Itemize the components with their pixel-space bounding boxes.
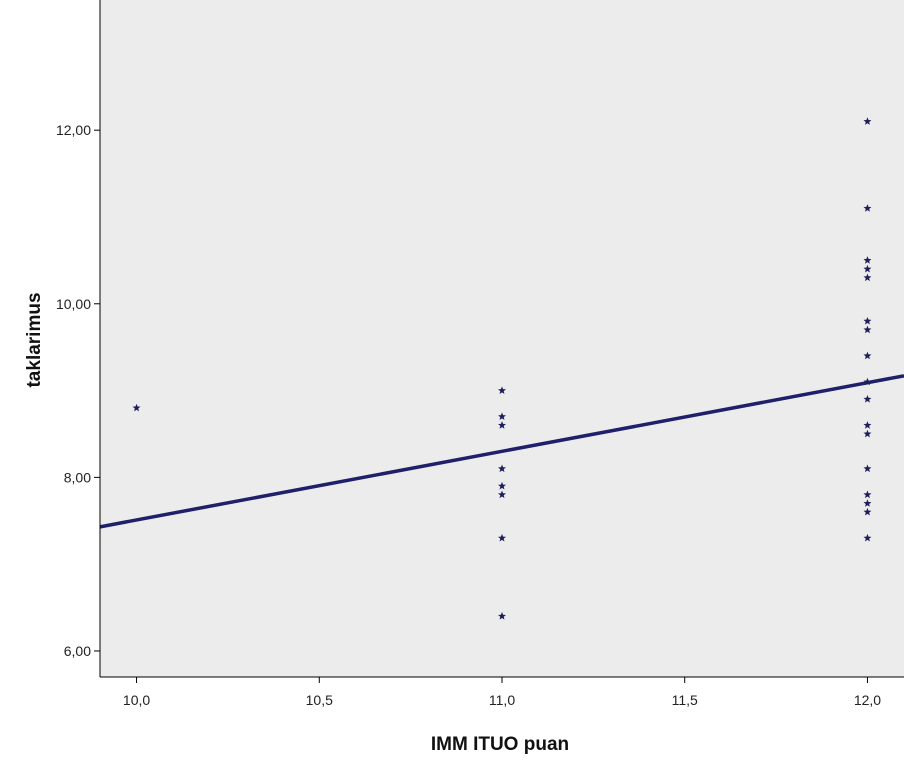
data-point-star <box>863 264 872 273</box>
y-tick-label: 12,00 <box>56 122 91 138</box>
data-point-star <box>498 481 506 490</box>
data-point-star <box>863 464 872 473</box>
data-point-star <box>863 256 872 264</box>
data-point-star <box>863 429 872 438</box>
data-point-star <box>863 421 872 429</box>
data-point-star <box>498 464 506 473</box>
data-point-star <box>498 612 506 620</box>
x-axis-ticks: 10,0 10,5 11,0 11,5 12,0 <box>123 677 881 708</box>
data-point-star <box>498 386 506 394</box>
plot-area <box>100 0 904 677</box>
y-tick-label: 10,00 <box>56 296 91 312</box>
data-point-star <box>863 117 872 125</box>
y-tick-label: 6,00 <box>64 643 91 659</box>
data-point-star <box>498 421 506 429</box>
data-point-star <box>498 533 506 542</box>
data-point-star <box>863 273 872 282</box>
data-points-layer <box>132 117 872 620</box>
data-point-star <box>863 351 872 360</box>
data-point-star <box>863 533 872 542</box>
data-point-star <box>132 403 141 412</box>
data-point-star <box>863 490 872 499</box>
x-axis-title: IMM ITUO puan <box>431 734 569 755</box>
data-point-star <box>863 507 872 516</box>
data-point-star <box>863 395 872 403</box>
data-point-star <box>498 412 506 421</box>
y-axis-title: taklarimus <box>24 292 45 387</box>
y-axis-ticks: 6,00 8,00 10,00 12,00 <box>56 122 100 659</box>
data-point-star <box>863 316 872 325</box>
data-point-star <box>863 325 872 334</box>
y-tick-label: 8,00 <box>64 469 91 485</box>
data-point-star <box>863 499 872 507</box>
x-tick-label: 10,0 <box>123 692 150 708</box>
data-point-star <box>863 377 872 386</box>
x-tick-label: 11,0 <box>489 692 515 708</box>
data-point-star <box>863 204 872 212</box>
x-tick-label: 11,5 <box>672 692 698 708</box>
x-tick-label: 10,5 <box>306 692 333 708</box>
data-point-star <box>498 490 506 499</box>
x-tick-label: 12,0 <box>854 692 881 708</box>
regression-line <box>99 374 904 529</box>
fit-line-layer <box>99 374 904 529</box>
